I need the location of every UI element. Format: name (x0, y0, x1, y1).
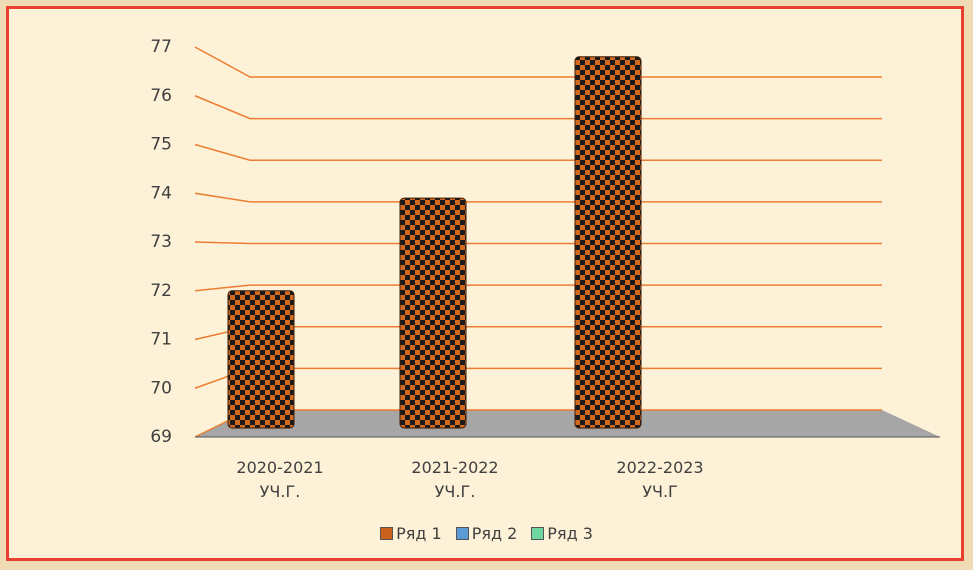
y-tick-label: 72 (150, 281, 172, 301)
x-tick-label: 2020-2021 УЧ.Г. (236, 458, 324, 501)
floor (195, 410, 940, 437)
y-tick-label: 76 (150, 86, 172, 106)
legend-item: Ряд 2 (455, 524, 518, 543)
legend-label: Ряд 1 (396, 524, 442, 543)
legend-swatch (380, 527, 394, 540)
legend-swatch (455, 527, 469, 540)
y-tick-label: 75 (150, 135, 172, 155)
y-tick-label: 74 (150, 183, 172, 203)
legend-item: Ряд 1 (380, 524, 442, 543)
y-tick-label: 77 (150, 37, 172, 57)
grid-line (194, 143, 882, 161)
legend-label: Ряд 3 (547, 524, 593, 543)
x-tick-label: 2021-2022 УЧ.Г. (411, 458, 499, 501)
grid-line (194, 95, 882, 120)
grid-line (194, 367, 882, 389)
legend-swatch (531, 527, 545, 540)
y-tick-label: 71 (150, 330, 172, 350)
y-tick-label: 70 (150, 378, 172, 398)
bar (399, 197, 467, 429)
grid-line (194, 46, 882, 78)
grid-line (194, 241, 882, 245)
y-tick-label: 69 (150, 427, 172, 447)
x-tick-label: 2022-2023 УЧ.Г (616, 458, 704, 501)
legend-item: Ряд 3 (531, 524, 593, 543)
bar (574, 56, 642, 429)
y-tick-label: 73 (150, 232, 172, 252)
bar (227, 290, 295, 429)
grid-line (194, 192, 882, 203)
chart-frame (6, 6, 964, 561)
legend-label: Ряд 2 (471, 524, 518, 543)
grid-line (194, 326, 882, 341)
grid-line (194, 284, 882, 292)
legend: Ряд 1 Ряд 2 Ряд 3 (0, 524, 973, 543)
